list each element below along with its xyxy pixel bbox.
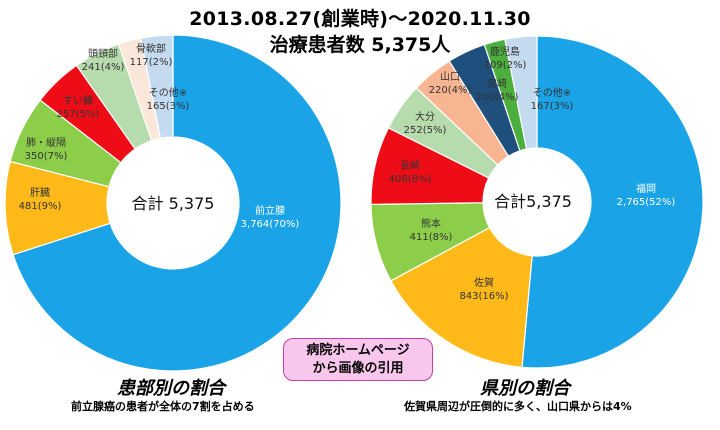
prefecture-donut: 福岡 2,765(52%) 佐賀 843(16%) 熊本 411(8%) 長崎 408(8%)… bbox=[370, 35, 704, 369]
slice-label-0: 前立腺 3,764(70%) bbox=[241, 204, 300, 230]
slice-body-part-0 bbox=[12, 34, 342, 372]
slice-label-4: 頭頸部 241(4%) bbox=[82, 47, 125, 73]
chart-title-body-part: 患部別の割合 bbox=[117, 378, 225, 399]
patient-count-title: 治療患者数 5,375人 bbox=[269, 34, 451, 56]
period-title: 2013.08.27(創業時)～2020.11.30 bbox=[189, 8, 531, 30]
donut-center-total: 合計 5,375 bbox=[132, 194, 215, 213]
citation-line-1: 病院ホームページ bbox=[306, 343, 410, 358]
slice-label-3: 長崎 408(8%) bbox=[389, 159, 432, 185]
slice-label-1: 佐賀 843(16%) bbox=[459, 277, 508, 302]
slice-label-2: 熊本 411(8%) bbox=[410, 217, 453, 243]
citation-line-2: から画像の引用 bbox=[312, 361, 404, 376]
donut-center-total: 合計5,375 bbox=[494, 192, 572, 211]
slice-label-4: 大分 252(5%) bbox=[404, 110, 447, 136]
slice-label-8: その他※ 167(3%) bbox=[531, 86, 574, 112]
citation-badge: 病院ホームページ から画像の引用 bbox=[283, 338, 433, 381]
slice-label-5: 骨軟部 117(2%) bbox=[130, 42, 173, 68]
chart-caption-prefecture: 佐賀県周辺が圧倒的に多く、山口県からは4% bbox=[404, 400, 632, 413]
slice-label-5: 山口 220(4%) bbox=[429, 71, 472, 96]
slice-prefecture-1 bbox=[390, 226, 533, 368]
slice-label-6: 宮崎 200(4%) bbox=[476, 77, 519, 103]
chart-caption-body-part: 前立腺癌の患者が全体の7割を占める bbox=[71, 400, 255, 413]
body-part-donut: 前立腺 3,764(70%) 肝臓 481(9%) 肺・縦隔 350(7%) すい臓 257(… bbox=[4, 34, 342, 372]
slice-label-1: 肝臓 481(9%) bbox=[19, 187, 62, 212]
slice-prefecture-0 bbox=[521, 35, 704, 369]
slice-label-3: すい臓 257(5%) bbox=[57, 95, 100, 120]
chart-title-prefecture: 県別の割合 bbox=[480, 378, 570, 399]
slice-label-2: 肺・縦隔 350(7%) bbox=[25, 136, 68, 162]
slice-label-6: その他※ 165(3%) bbox=[147, 86, 190, 112]
slice-label-7: 鹿児島 109(2%) bbox=[484, 45, 527, 71]
slice-prefecture-8 bbox=[504, 35, 538, 150]
slice-label-0: 福岡 2,765(52%) bbox=[617, 182, 676, 208]
slice-body-part-6 bbox=[140, 34, 174, 139]
